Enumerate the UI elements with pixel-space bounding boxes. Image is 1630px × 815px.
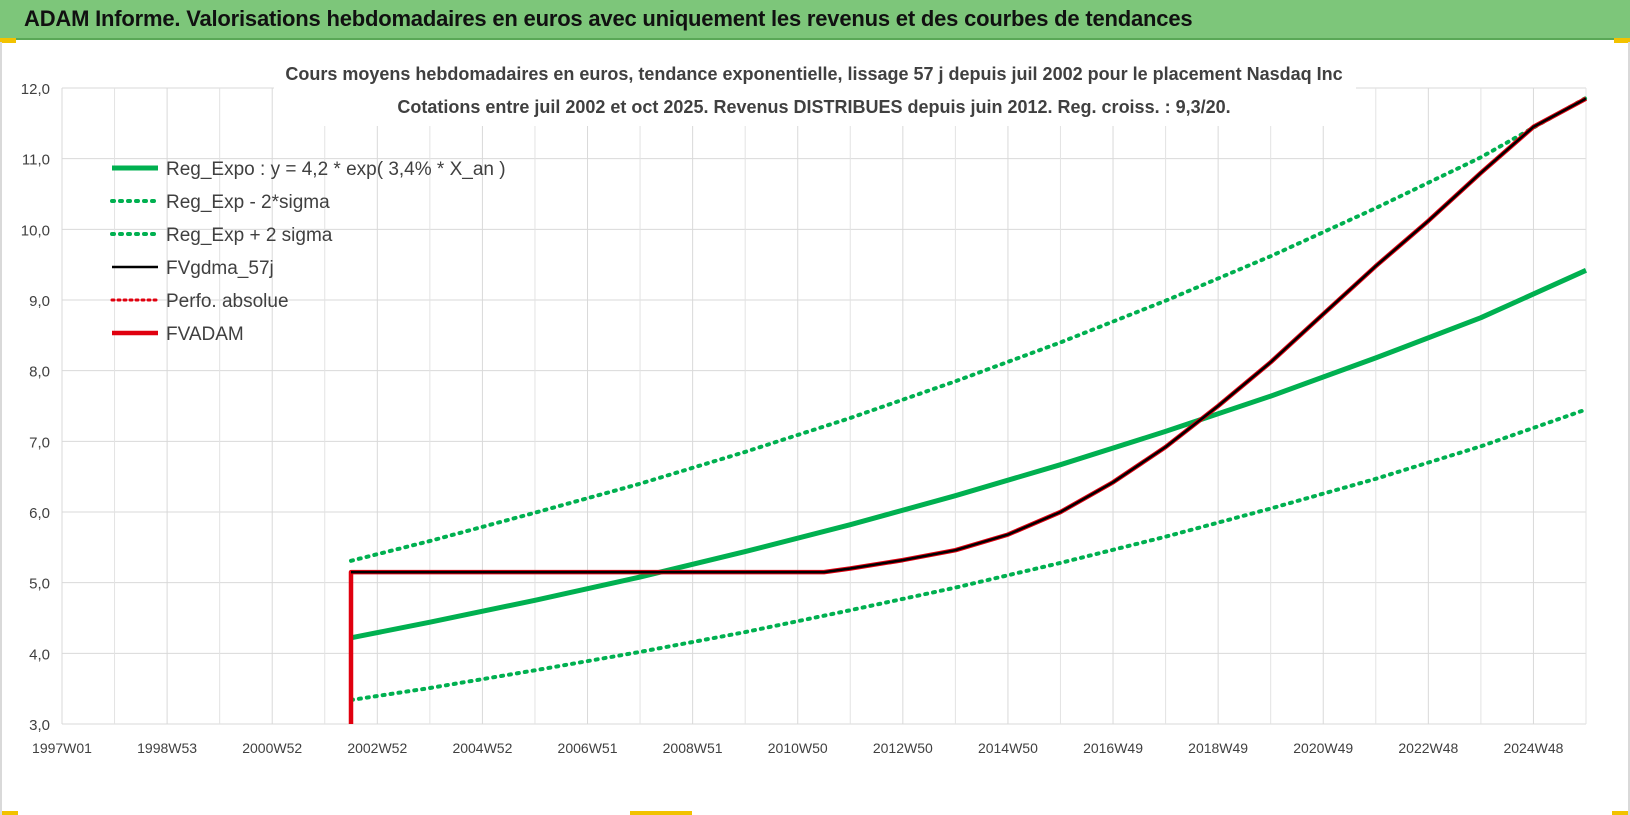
chart-title-line-1: Cours moyens hebdomadaires en euros, ten… (285, 64, 1342, 84)
title-band (274, 56, 1356, 126)
y-tick-label: 6,0 (29, 505, 50, 522)
x-tick-label: 1997W01 (32, 740, 92, 756)
y-tick-label: 11,0 (22, 152, 50, 169)
x-tick-label: 2020W49 (1293, 740, 1353, 756)
y-tick-label: 3,0 (29, 717, 50, 734)
series-line-3 (351, 97, 1587, 574)
series-line-2 (349, 95, 1588, 563)
x-tick-label: 2004W52 (452, 740, 512, 756)
y-tick-label: 5,0 (29, 576, 50, 593)
y-tick-label: 10,0 (21, 222, 50, 239)
y-tick-label: 8,0 (29, 364, 50, 381)
legend-label: Reg_Expo : y = 4,2 * exp( 3,4% * X_an ) (166, 159, 506, 180)
x-axis: 1997W01 1998W53 2000W52 2002W52 2004W52 2006W… (32, 740, 1564, 756)
x-tick-label: 2024W48 (1503, 740, 1563, 756)
x-tick-label: 2016W49 (1083, 740, 1143, 756)
corner-mark-left (0, 38, 16, 43)
chart-frame: 3,0 4,0 5,0 6,0 7,0 8,0 9,0 10,0 11,0 12,0 1997W0… (0, 42, 1630, 815)
y-axis: 3,0 4,0 5,0 6,0 7,0 8,0 9,0 10,0 11,0 12,0 (21, 81, 50, 734)
x-tick-label: 1998W53 (137, 740, 197, 756)
x-tick-label: 2000W52 (242, 740, 302, 756)
x-tick-label: 2002W52 (347, 740, 407, 756)
chart-title-line-2: Cotations entre juil 2002 et oct 2025. R… (397, 97, 1230, 117)
chart-canvas: 3,0 4,0 5,0 6,0 7,0 8,0 9,0 10,0 11,0 12,0 1997W0… (21, 56, 1588, 756)
page-title: ADAM Informe. Valorisations hebdomadaire… (24, 6, 1193, 31)
legend-label: FVADAM (166, 324, 244, 345)
x-tick-label: 2022W48 (1398, 740, 1458, 756)
x-tick-label: 2018W49 (1188, 740, 1248, 756)
legend: Reg_Expo : y = 4,2 * exp( 3,4% * X_an ) R… (110, 159, 506, 345)
series-line-0 (350, 268, 1588, 641)
y-tick-label: 12,0 (21, 81, 50, 98)
x-tick-label: 2008W51 (663, 740, 723, 756)
y-tick-label: 9,0 (29, 293, 50, 310)
x-tick-label: 2012W50 (873, 740, 933, 756)
legend-label: FVgdma_57j (166, 258, 274, 279)
series-layer (348, 95, 1588, 724)
x-tick-label: 2010W50 (768, 740, 828, 756)
bottom-mark-left (2, 811, 18, 815)
legend-label: Reg_Exp + 2 sigma (166, 225, 333, 246)
corner-mark-right (1614, 38, 1630, 43)
bottom-mark-center (630, 811, 692, 815)
header-bar: ADAM Informe. Valorisations hebdomadaire… (0, 0, 1630, 40)
legend-label: Perfo. absolue (166, 291, 289, 312)
x-tick-label: 2006W51 (558, 740, 618, 756)
grid (61, 87, 1587, 725)
chart-title-background (274, 56, 1356, 126)
legend-label: Reg_Exp - 2*sigma (166, 192, 330, 213)
y-tick-label: 7,0 (29, 434, 50, 451)
bottom-mark-right (1612, 811, 1628, 815)
x-tick-label: 2014W50 (978, 740, 1038, 756)
series-line-1 (349, 407, 1588, 702)
series-line-5 (348, 96, 1588, 724)
y-tick-label: 4,0 (29, 646, 50, 663)
